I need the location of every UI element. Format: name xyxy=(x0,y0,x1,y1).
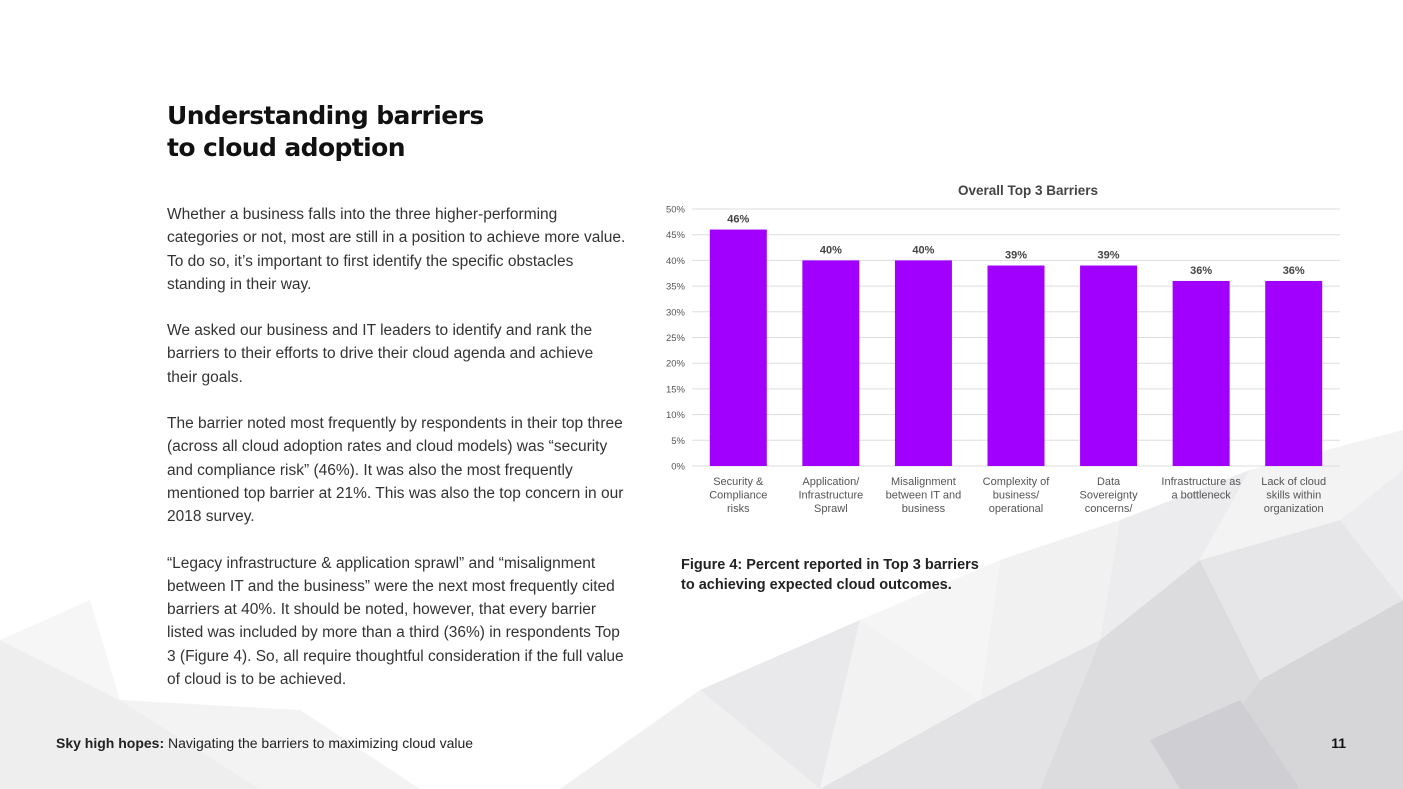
x-tick-label-line: Security & xyxy=(713,476,764,488)
paragraph-1: Whether a business falls into the three … xyxy=(167,206,626,293)
paragraph-4: “Legacy infrastructure & application spr… xyxy=(167,554,624,689)
x-tick-label: Misalignment between IT and business xyxy=(886,476,962,515)
x-tick-label-line: Complexity of xyxy=(983,476,1051,488)
bar xyxy=(1265,280,1323,466)
y-tick-label: 0% xyxy=(671,462,685,473)
x-tick-label-line: business xyxy=(902,503,946,515)
title-line-1: Understanding barriers xyxy=(167,101,484,130)
x-tick-label-line: Data xyxy=(1097,476,1121,488)
bar-value-label: 40% xyxy=(820,244,842,256)
x-tick-label-line: skills within xyxy=(1266,490,1321,502)
x-tick-label-line: between IT and xyxy=(886,490,962,502)
x-tick-label-line: Infrastructure as xyxy=(1161,476,1241,488)
x-tick-label-line: Misalignment xyxy=(891,476,956,488)
bar xyxy=(894,260,952,466)
x-tick-label-line: Lack of cloud xyxy=(1261,476,1326,488)
chart-title: Overall Top 3 Barriers xyxy=(958,183,1098,198)
bar xyxy=(1172,280,1230,466)
caption-line-1: Figure 4: Percent reported in Top 3 barr… xyxy=(681,557,979,573)
x-tick-label: Complexity of business/operational xyxy=(983,476,1051,515)
bar-value-label: 46% xyxy=(727,214,749,226)
x-tick-label-line: Sovereignty xyxy=(1080,490,1139,502)
x-tick-label: Lack of cloud skills within organization xyxy=(1261,476,1326,515)
x-tick-label: Infrastructure as a bottleneck xyxy=(1161,476,1241,502)
bar-value-label: 36% xyxy=(1190,265,1212,277)
x-tick-label-line: concerns/ xyxy=(1085,503,1134,515)
y-tick-label: 20% xyxy=(666,359,686,370)
bar-value-label: 40% xyxy=(912,244,934,256)
bar-value-label: 39% xyxy=(1098,250,1120,262)
y-tick-label: 35% xyxy=(666,282,686,293)
page-number: 11 xyxy=(1331,735,1346,751)
x-tick-label-line: business/ xyxy=(993,490,1040,502)
y-tick-label: 10% xyxy=(666,410,686,421)
x-tick-label-line: organization xyxy=(1264,503,1324,515)
bar xyxy=(802,260,860,466)
x-tick-label-line: operational xyxy=(989,503,1043,515)
y-tick-label: 45% xyxy=(666,230,686,241)
paragraph-3: The barrier noted most frequently by res… xyxy=(167,415,624,526)
y-tick-label: 50% xyxy=(666,205,686,216)
body-text: Whether a business falls into the three … xyxy=(167,203,627,714)
page-title: Understanding barriers to cloud adoption xyxy=(167,100,484,164)
figure-caption: Figure 4: Percent reported in Top 3 barr… xyxy=(681,555,1021,595)
y-tick-label: 25% xyxy=(666,333,686,344)
bar xyxy=(1080,265,1138,466)
footer-title: Sky high hopes: Navigating the barriers … xyxy=(56,735,473,751)
barriers-bar-chart: Overall Top 3 Barriers 0% 5% 10% 15% 20% 25% 30… xyxy=(666,183,1340,515)
x-tick-label-line: Sprawl xyxy=(814,503,848,515)
bar-value-label: 39% xyxy=(1005,250,1027,262)
x-tick-label-line: Infrastructure xyxy=(798,490,863,502)
x-tick-label: Application/Infrastructure Sprawl xyxy=(798,476,863,515)
bar xyxy=(987,265,1045,466)
x-tick-label: Security & Compliance risks xyxy=(709,476,767,515)
title-line-2: to cloud adoption xyxy=(167,133,406,162)
footer-title-rest: Navigating the barriers to maximizing cl… xyxy=(164,735,474,751)
x-tick-label-line: Compliance xyxy=(709,490,767,502)
caption-line-2: to achieving expected cloud outcomes. xyxy=(681,577,952,593)
bar-value-label: 36% xyxy=(1283,265,1305,277)
y-tick-label: 40% xyxy=(666,256,686,267)
x-tick-label-line: Application/ xyxy=(802,476,860,488)
bar xyxy=(709,229,767,466)
x-tick-label-line: a bottleneck xyxy=(1171,490,1231,502)
y-tick-label: 5% xyxy=(671,436,685,447)
y-tick-label: 15% xyxy=(666,384,686,395)
y-tick-label: 30% xyxy=(666,307,686,318)
x-tick-label-line: risks xyxy=(727,503,750,515)
paragraph-2: We asked our business and IT leaders to … xyxy=(167,322,594,386)
x-tick-label: Data Sovereignty concerns/ xyxy=(1080,476,1139,515)
footer-title-bold: Sky high hopes: xyxy=(56,735,165,751)
